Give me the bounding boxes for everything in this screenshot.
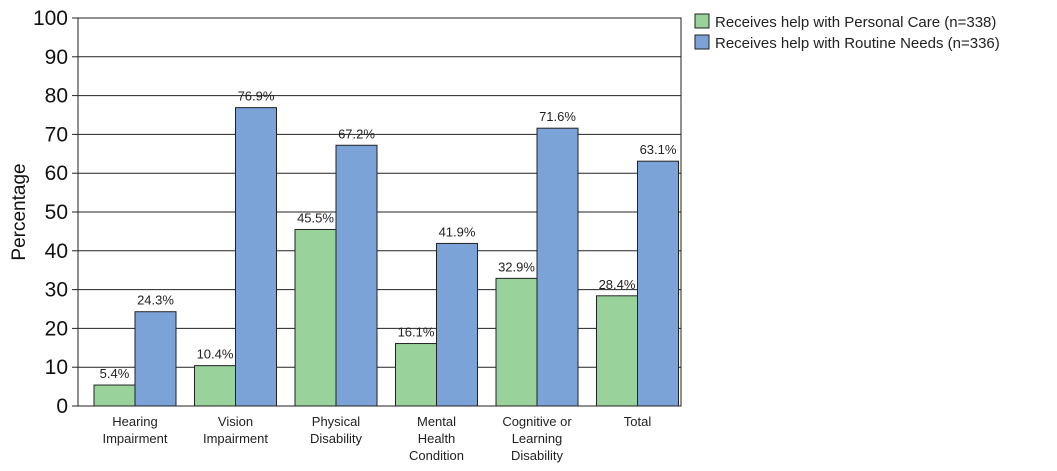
data-label: 76.9%	[238, 89, 275, 104]
y-tick-label: 30	[45, 279, 68, 302]
category-label-line: Physical	[312, 414, 361, 429]
personal-care-bar	[93, 384, 136, 407]
category-label: Vision Impairment	[203, 414, 268, 446]
y-tick-label: 80	[45, 85, 68, 108]
y-axis-title: Percentage	[9, 163, 30, 260]
y-tick-label: 20	[45, 317, 68, 340]
data-label: 10.4%	[197, 347, 234, 362]
legend-label: Receives help with Personal Care (n=338)	[715, 14, 996, 31]
y-axis-ticks: 0 10 20 30 40 50 60 70 80 90 100	[33, 7, 78, 418]
y-tick-label: 10	[45, 356, 68, 379]
data-label: 16.1%	[398, 325, 435, 340]
data-label: 28.4%	[599, 277, 636, 292]
grid-lines	[78, 56, 681, 368]
category-label-line: Vision	[218, 414, 253, 429]
personal-care-bar	[596, 295, 638, 407]
data-label: 45.5%	[297, 210, 334, 225]
routine-needs-bar	[637, 160, 679, 407]
personal-care-bar	[395, 343, 437, 407]
bars	[93, 107, 679, 407]
personal-care-bar	[495, 277, 538, 407]
category-label-line: Condition	[409, 448, 464, 463]
y-tick-label: 60	[45, 162, 68, 185]
data-label: 71.6%	[539, 109, 576, 124]
category-label: Total	[624, 414, 652, 429]
legend-label: Receives help with Routine Needs (n=336)	[715, 35, 1000, 52]
y-tick-label: 0	[56, 395, 68, 418]
x-axis-categories: Hearing Impairment Vision Impairment Physica…	[102, 414, 651, 463]
data-label: 5.4%	[100, 366, 130, 381]
personal-care-bar	[194, 365, 236, 407]
category-label: Cognitive or Learning Disability	[502, 414, 572, 463]
y-tick-label: 70	[45, 123, 68, 146]
routine-needs-bar	[235, 107, 277, 407]
legend: Receives help with Personal Care (n=338)…	[694, 13, 1000, 52]
routine-needs-bar	[436, 242, 478, 407]
category-label-line: Disability	[310, 431, 363, 446]
category-label-line: Disability	[511, 448, 564, 463]
category-label-line: Mental	[417, 414, 456, 429]
legend-swatch	[694, 34, 710, 50]
data-labels: 5.4% 24.3% 10.4% 76.9% 45.5% 67.2% 16.1% 41.9% 3…	[100, 89, 677, 381]
routine-needs-bar	[134, 311, 177, 407]
y-tick-label: 40	[45, 240, 68, 263]
category-label-line: Learning	[512, 431, 563, 446]
category-label: Physical Disability	[310, 414, 363, 446]
category-label: Mental Health Condition	[409, 414, 464, 463]
data-label: 24.3%	[137, 293, 174, 308]
category-label-line: Health	[418, 431, 456, 446]
routine-needs-bar	[335, 144, 378, 407]
category-label-line: Total	[624, 414, 652, 429]
data-label: 63.1%	[640, 142, 677, 157]
category-label-line: Impairment	[203, 431, 268, 446]
y-tick-label: 100	[33, 7, 68, 30]
y-tick-label: 50	[45, 201, 68, 224]
category-label-line: Cognitive or	[502, 414, 572, 429]
category-label-line: Impairment	[102, 431, 167, 446]
category-label-line: Hearing	[112, 414, 158, 429]
data-label: 67.2%	[338, 126, 375, 141]
y-tick-label: 90	[45, 46, 68, 69]
data-label: 32.9%	[498, 259, 535, 274]
category-label: Hearing Impairment	[102, 414, 167, 446]
personal-care-bar	[294, 228, 337, 407]
routine-needs-bar	[536, 127, 579, 407]
data-label: 41.9%	[439, 224, 476, 239]
legend-swatch	[694, 13, 710, 29]
plot-frame	[77, 17, 682, 407]
